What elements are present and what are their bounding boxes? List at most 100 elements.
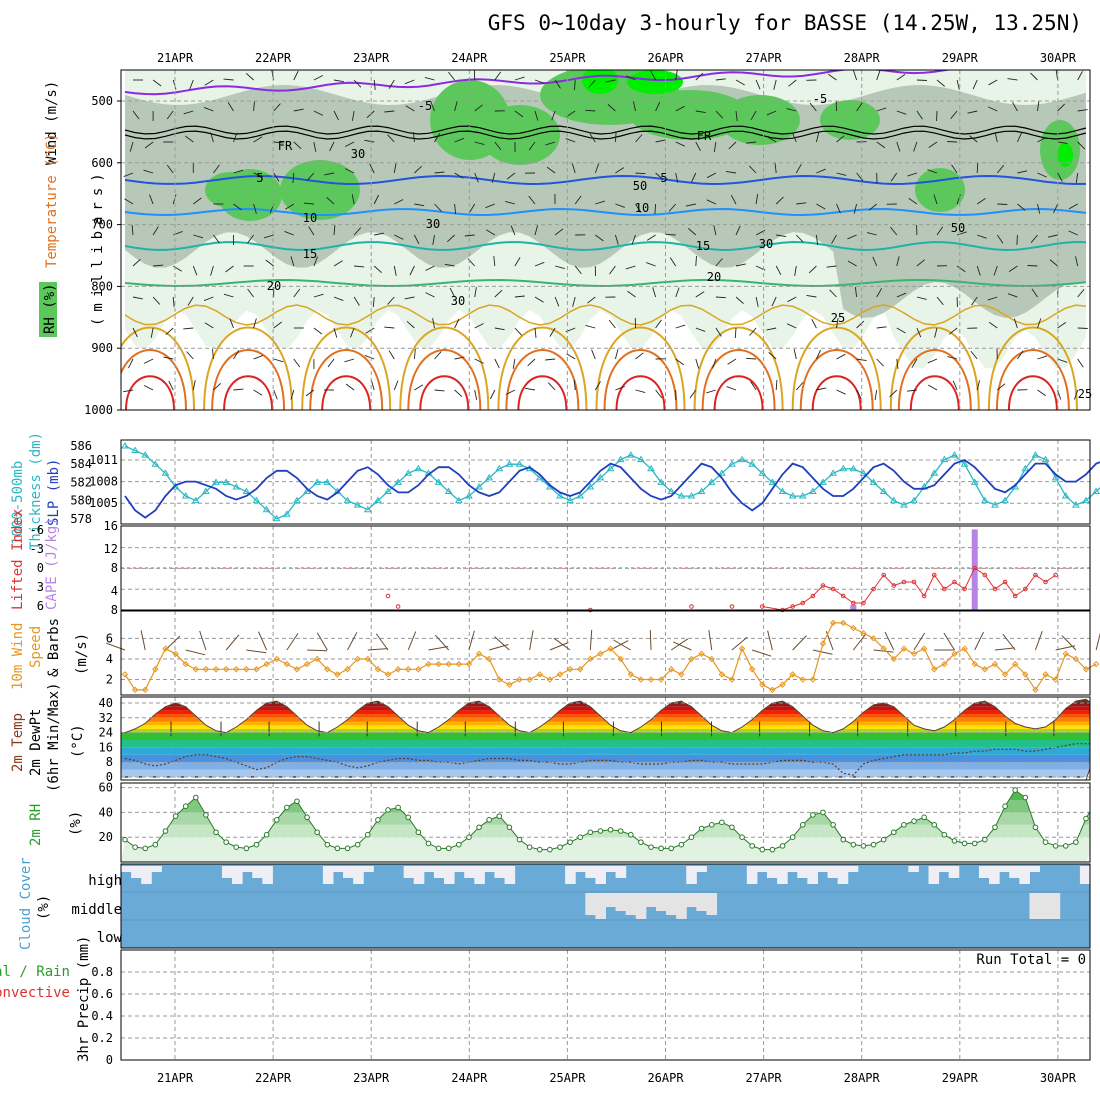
wind-barb — [285, 203, 295, 210]
cloud-high-gap — [121, 866, 132, 872]
wind-barb — [233, 203, 242, 211]
iso-arch — [799, 349, 874, 410]
wind-barb — [210, 265, 214, 276]
rh2m-point — [1022, 794, 1029, 801]
wind-barb — [273, 172, 280, 182]
cloud-high-gap — [767, 866, 778, 878]
wind-barb — [432, 318, 435, 329]
wind-barb — [896, 358, 899, 369]
wind-barb — [149, 194, 154, 205]
cape-tick: 8 — [111, 561, 118, 575]
wind10-speed-point — [870, 635, 877, 642]
thickness-point — [394, 478, 403, 485]
wind-barb — [128, 358, 134, 369]
wind-tick: 4 — [106, 652, 113, 666]
ylabel-rh2m-unit: (%) — [68, 811, 84, 836]
thickness-point — [910, 496, 918, 504]
wind-barb — [635, 172, 646, 175]
wind10-speed-point — [991, 660, 999, 668]
wind-barb — [947, 356, 958, 360]
wind10-barb — [1061, 635, 1077, 651]
cloud-mid-gap — [655, 893, 667, 911]
wind10-speed-point — [303, 660, 311, 668]
wind10-speed-point — [384, 671, 392, 678]
rh2m-point — [971, 840, 978, 847]
thickness-point — [131, 446, 139, 454]
wind10-speed-point — [900, 645, 908, 652]
ylabel-rh2m: 2m RH — [28, 804, 44, 846]
wind-barb — [928, 384, 938, 391]
wind-barb — [1016, 234, 1018, 246]
wind-barb — [652, 287, 657, 298]
rh2m-point — [638, 839, 644, 845]
wind10-speed-point — [829, 619, 837, 627]
thickness-tick: 584 — [70, 457, 92, 471]
isotherm-label: 15 — [303, 247, 317, 261]
thickness-point — [717, 469, 726, 476]
wind-barb — [313, 327, 323, 335]
cloud-high-gap — [1029, 866, 1041, 872]
cloud-high-gap — [615, 866, 627, 878]
cloud-high-gap — [1019, 866, 1030, 884]
wind-barb — [329, 141, 335, 152]
wind-barb — [293, 358, 301, 368]
wind10-speed-point — [142, 686, 149, 694]
axis-tick-label: 900 — [91, 341, 113, 355]
rh2m-point — [506, 824, 513, 831]
wind-barb — [574, 265, 582, 275]
wind-barb — [591, 349, 596, 360]
top-date-labels: 21APR 22APR 23APR 24APR 25APR 26APR 27APR 28APR… — [157, 51, 1077, 65]
wind-barb — [166, 164, 174, 174]
li-point — [810, 593, 816, 599]
wind-barb — [916, 110, 923, 120]
rh-blob — [720, 95, 800, 145]
wind-barb — [393, 265, 397, 276]
wind-barb — [204, 322, 214, 329]
wind10-speed-point — [799, 676, 806, 683]
wind-barb — [728, 141, 737, 150]
wind10-speed-point — [910, 650, 918, 658]
wind-barb — [192, 265, 198, 276]
wind-barb — [373, 194, 380, 205]
wind10-speed-point — [840, 619, 847, 627]
wind-barb — [896, 141, 901, 152]
wind-barb — [755, 296, 759, 307]
wind-barb — [144, 141, 154, 149]
wind-barb — [788, 79, 797, 87]
wind-barb — [836, 353, 846, 360]
wind-barb — [474, 323, 484, 329]
wind-barb — [768, 352, 777, 360]
rh2m-panel: 60 40 20 2m RH (%) — [28, 781, 1091, 863]
thickness-point — [869, 478, 878, 485]
wind-barb — [425, 265, 435, 271]
wind-barb — [1031, 288, 1038, 298]
ylabel-cloud: Cloud Cover — [18, 857, 34, 950]
rh2m-point — [284, 804, 290, 811]
thickness-point — [212, 478, 220, 485]
li-point — [1023, 586, 1028, 592]
wind-barb — [706, 172, 717, 179]
cape-tick: 8 — [111, 603, 118, 617]
wind10-speed-point — [688, 655, 695, 663]
thickness-point — [414, 464, 423, 472]
thickness-point — [576, 492, 585, 499]
wind10-barb — [367, 648, 388, 651]
rh2m-point — [779, 843, 786, 849]
wind-barb — [750, 381, 757, 391]
thickness-point — [313, 478, 322, 485]
wind10-barb — [731, 636, 748, 651]
wind-barb — [808, 265, 817, 274]
wind-barb — [1037, 136, 1047, 143]
wind-barb — [927, 169, 938, 174]
temp-tick: 24 — [99, 726, 113, 740]
wind-barb — [253, 389, 263, 396]
slp-tick: 1008 — [89, 475, 118, 489]
cloud-high-gap — [777, 866, 788, 884]
cloud-high-gap — [746, 866, 758, 884]
li-point — [759, 604, 765, 609]
rh2m-point — [334, 845, 341, 852]
wind-barb — [585, 324, 596, 329]
wind-barb — [936, 110, 938, 122]
wind-barb — [514, 295, 525, 298]
wind-barb — [474, 141, 485, 146]
